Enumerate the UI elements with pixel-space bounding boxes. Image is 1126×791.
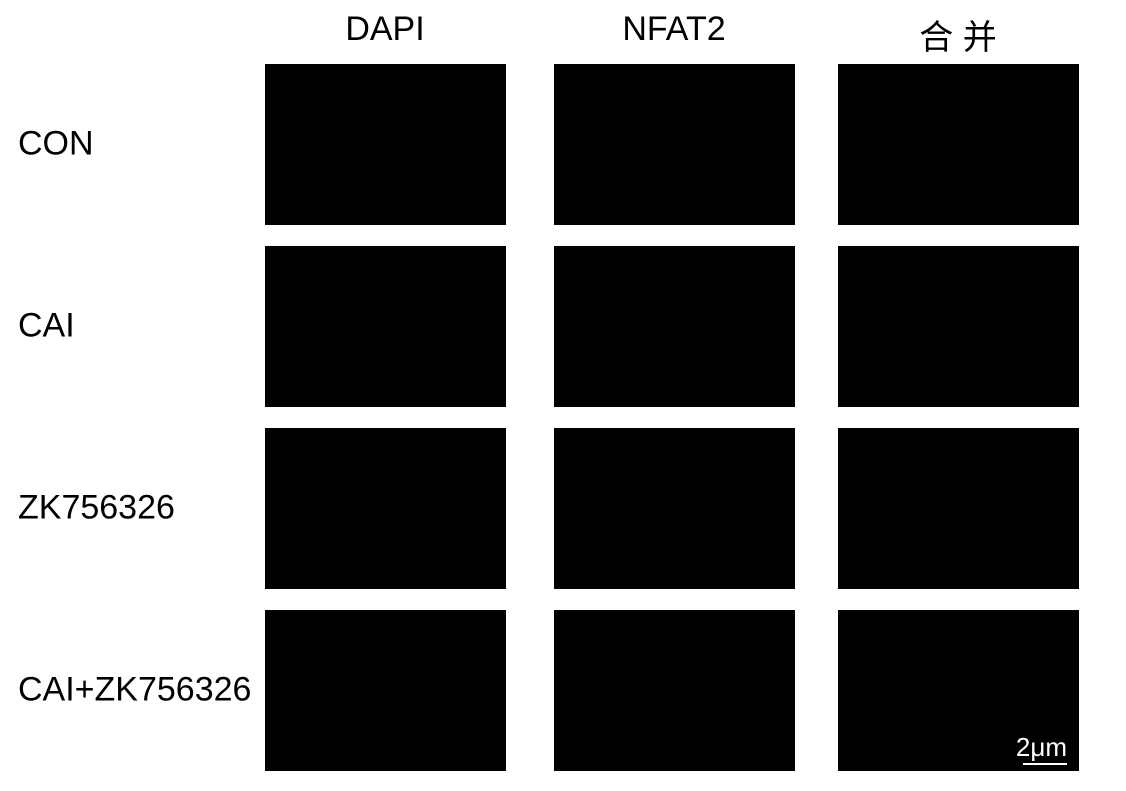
scalebar-text: 2μm bbox=[1016, 732, 1067, 763]
panel-r2-c0 bbox=[265, 428, 506, 589]
row-label-text: CAI+ZK756326 bbox=[18, 671, 251, 709]
row-label-cai-zk756326: CAI+ZK756326 bbox=[18, 671, 251, 710]
row-label-text: ZK756326 bbox=[18, 489, 175, 527]
panel-r3-c2: 2μm bbox=[838, 610, 1079, 771]
col-header-label: 合 并 bbox=[919, 19, 996, 57]
col-header-label: DAPI bbox=[345, 10, 424, 48]
col-header-merge: 合 并 bbox=[919, 10, 996, 59]
row-label-text: CAI bbox=[18, 307, 75, 345]
panel-r1-c0 bbox=[265, 246, 506, 407]
row-label-con: CON bbox=[18, 125, 94, 164]
row-label-cai: CAI bbox=[18, 307, 75, 346]
microscopy-figure: DAPI NFAT2 合 并 CON CAI ZK756326 CAI+ZK75… bbox=[0, 0, 1126, 791]
panel-r3-c0 bbox=[265, 610, 506, 771]
scalebar-line bbox=[1023, 763, 1067, 765]
row-label-text: CON bbox=[18, 125, 94, 163]
panel-r0-c0 bbox=[265, 64, 506, 225]
panel-r2-c1 bbox=[554, 428, 795, 589]
col-header-dapi: DAPI bbox=[345, 10, 424, 49]
panel-r1-c2 bbox=[838, 246, 1079, 407]
panel-r1-c1 bbox=[554, 246, 795, 407]
panel-r2-c2 bbox=[838, 428, 1079, 589]
col-header-label: NFAT2 bbox=[622, 10, 725, 48]
panel-r3-c1 bbox=[554, 610, 795, 771]
col-header-nfat2: NFAT2 bbox=[622, 10, 725, 49]
panel-r0-c1 bbox=[554, 64, 795, 225]
panel-r0-c2 bbox=[838, 64, 1079, 225]
row-label-zk756326: ZK756326 bbox=[18, 489, 175, 528]
